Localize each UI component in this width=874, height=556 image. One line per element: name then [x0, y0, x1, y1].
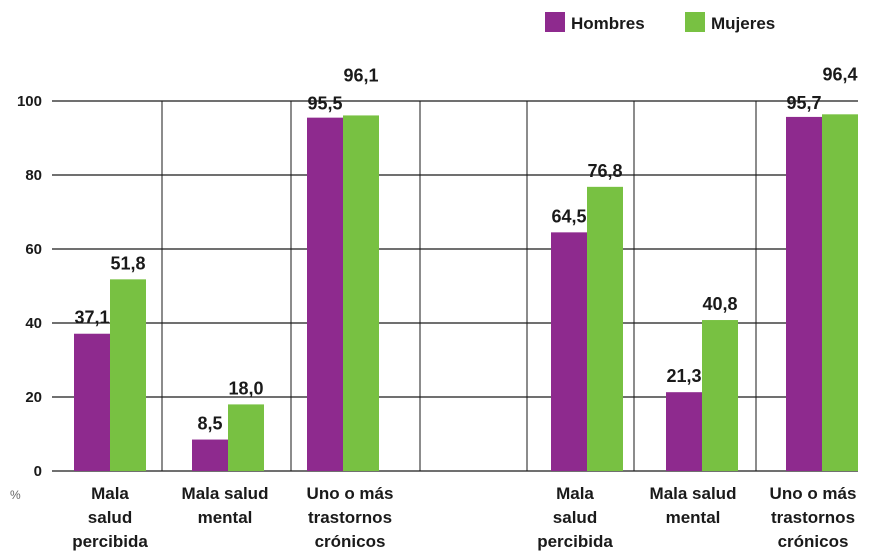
gridlines — [52, 100, 858, 472]
bars — [74, 114, 858, 472]
category-label: Uno o más — [307, 484, 394, 503]
bar-mujeres — [702, 320, 738, 471]
bar-mujeres — [228, 404, 264, 471]
bar-hombres — [551, 232, 587, 471]
category-label: Uno o más — [770, 484, 857, 503]
bar-hombres — [307, 117, 343, 472]
category-label: Mala — [91, 484, 129, 503]
category-label: trastornos — [308, 508, 392, 527]
category-label: Mala — [556, 484, 594, 503]
category-labels: Mala salud percibida Mala salud mental Uno o … — [72, 484, 856, 551]
value-label: 95,5 — [307, 94, 342, 114]
value-label: 8,5 — [197, 414, 222, 434]
legend-label-hombres: Hombres — [571, 14, 645, 33]
value-label: 96,4 — [822, 64, 857, 84]
value-label: 18,0 — [228, 378, 263, 398]
bar-hombres — [666, 392, 702, 471]
bar-mujeres — [587, 186, 623, 471]
bar-hombres — [74, 333, 110, 471]
y-tick-label: 100 — [17, 93, 42, 110]
legend: Hombres Mujeres — [545, 12, 775, 33]
legend-swatch-mujeres — [685, 12, 705, 32]
value-label: 51,8 — [110, 253, 145, 273]
value-label: 95,7 — [786, 93, 821, 113]
bar-hombres — [192, 439, 228, 471]
y-tick-label: 80 — [25, 167, 42, 184]
category-label: salud — [553, 508, 597, 527]
legend-swatch-hombres — [545, 12, 565, 32]
value-label: 64,5 — [551, 206, 586, 226]
category-label: salud — [88, 508, 132, 527]
category-label: crónicos — [778, 532, 849, 551]
value-label: 40,8 — [702, 294, 737, 314]
category-label: mental — [198, 508, 253, 527]
category-label: Mala salud — [182, 484, 269, 503]
bar-mujeres — [343, 115, 379, 472]
y-tick-label: 20 — [25, 389, 42, 406]
bar-mujeres — [110, 279, 146, 471]
legend-label-mujeres: Mujeres — [711, 14, 775, 33]
y-tick-label: 0 — [34, 463, 42, 480]
value-labels: 37,1 8,5 95,5 64,5 21,3 95,7 51,8 18,0 96,1 76,8 4… — [74, 64, 857, 433]
value-label: 21,3 — [666, 366, 701, 386]
y-tick-label: 60 — [25, 241, 42, 258]
bar-hombres — [786, 116, 822, 471]
category-label: Mala salud — [650, 484, 737, 503]
category-label: crónicos — [315, 532, 386, 551]
value-label: 96,1 — [343, 65, 378, 85]
y-axis-unit-label: % — [10, 488, 21, 502]
category-label: percibida — [72, 532, 148, 551]
y-axis-ticks: 0 20 40 60 80 100 — [17, 93, 42, 480]
category-label: trastornos — [771, 508, 855, 527]
value-label: 37,1 — [74, 308, 109, 328]
y-tick-label: 40 — [25, 315, 42, 332]
category-label: percibida — [537, 532, 613, 551]
bar-mujeres — [822, 114, 858, 471]
category-label: mental — [666, 508, 721, 527]
value-label: 76,8 — [587, 161, 622, 181]
